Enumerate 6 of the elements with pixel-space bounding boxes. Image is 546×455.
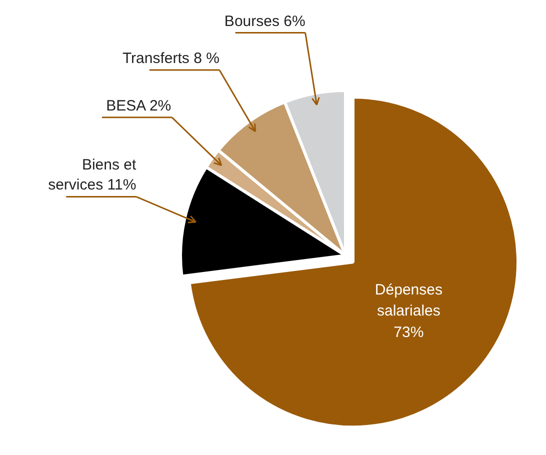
slice-label: Biens et services 11% xyxy=(48,156,137,194)
slice-label: Bourses 6% xyxy=(224,12,306,30)
slice-label: BESA 2% xyxy=(106,97,172,114)
data-label: 73% xyxy=(394,324,424,341)
slice-label: Transferts 8 % xyxy=(122,50,220,67)
slice-label: Dépenses salariales xyxy=(374,281,442,320)
